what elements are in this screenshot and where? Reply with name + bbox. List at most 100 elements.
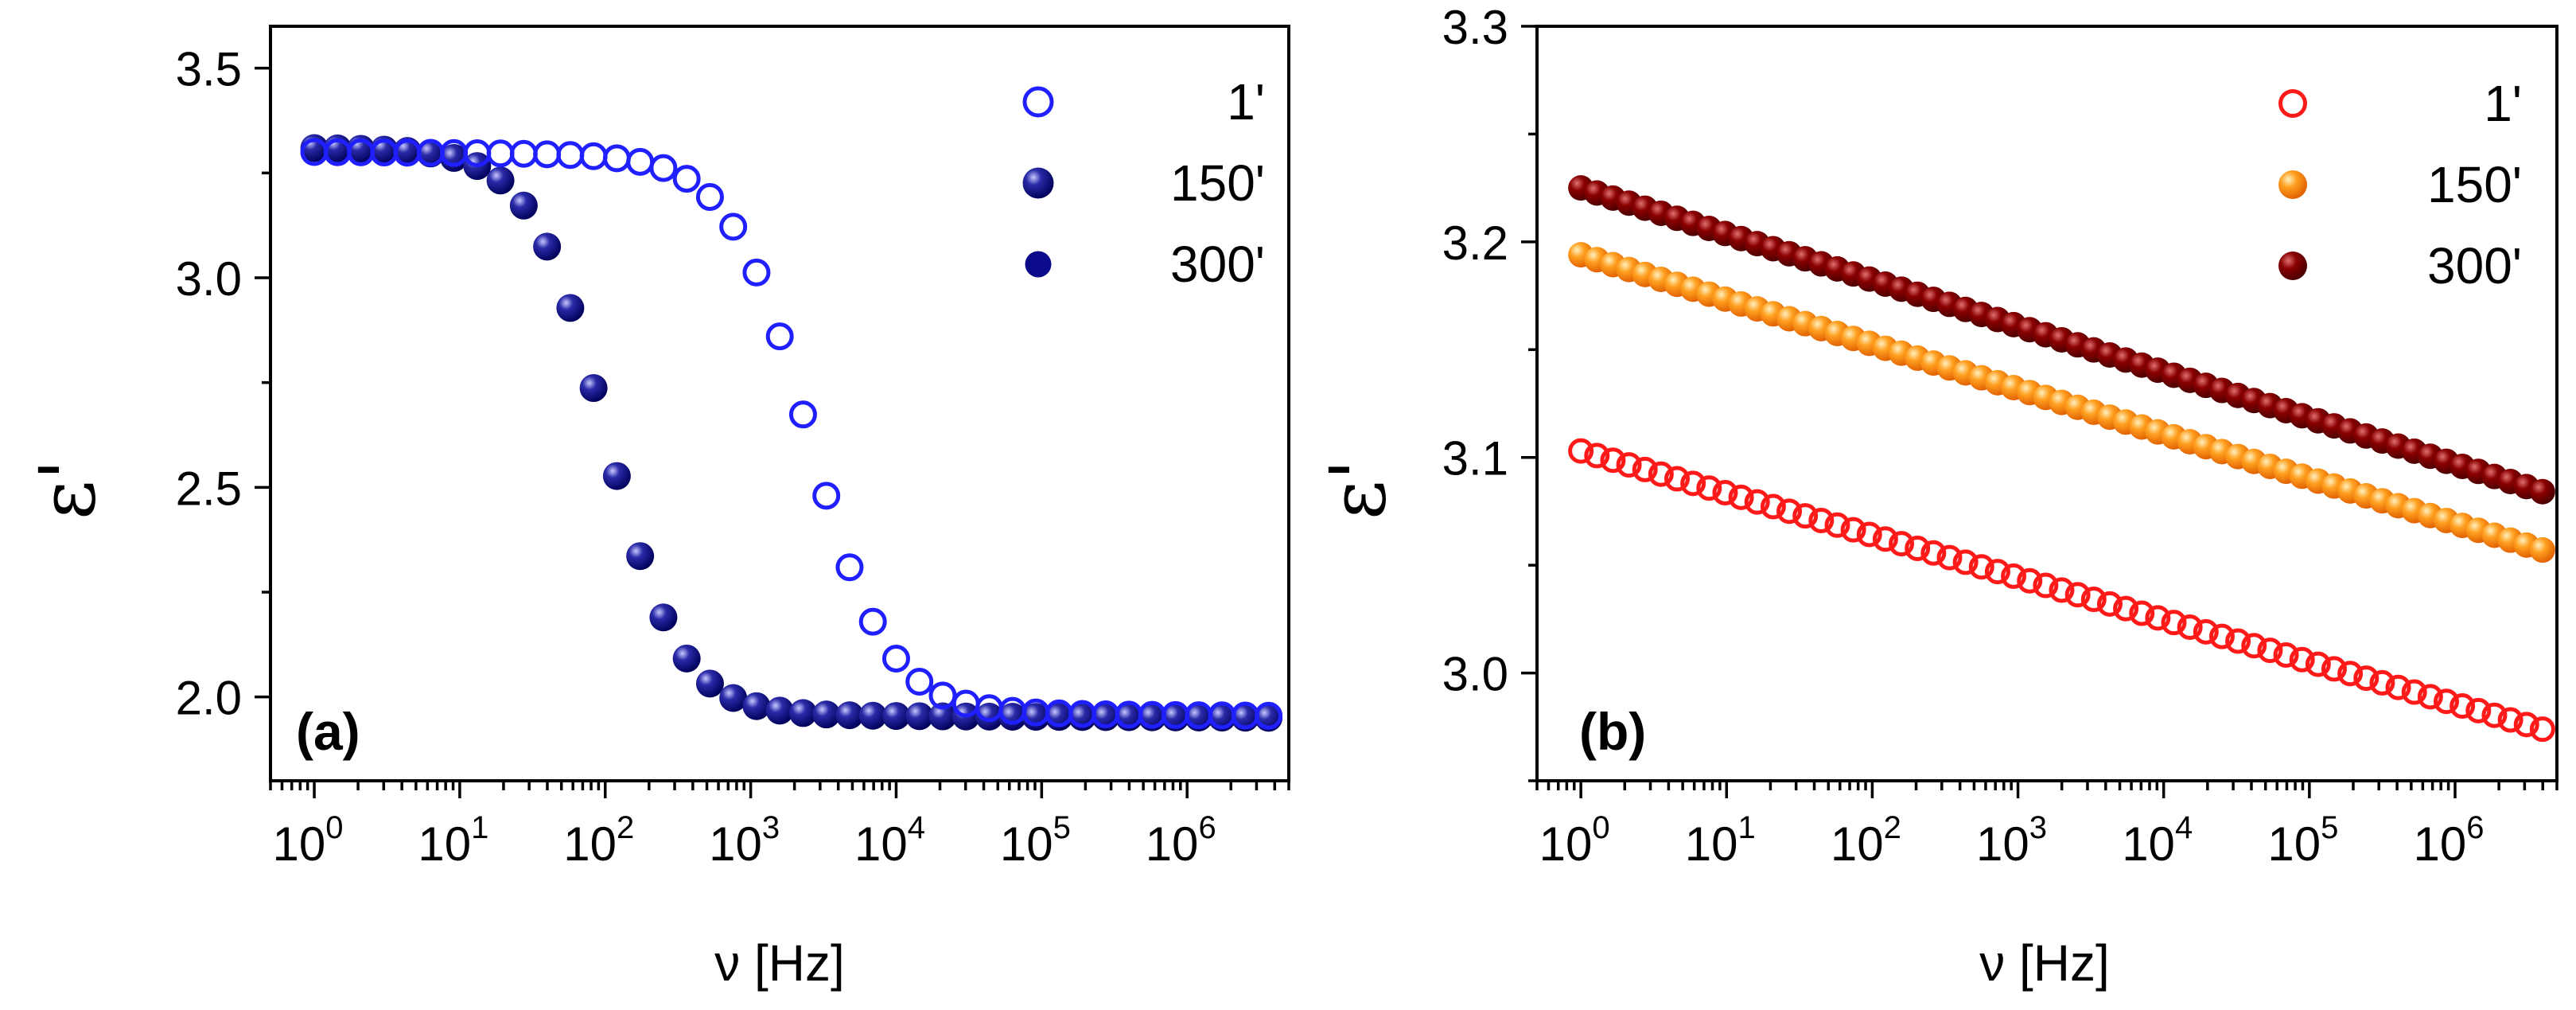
data-point xyxy=(742,258,771,287)
legend-label: 150' xyxy=(1170,154,1265,212)
data-point xyxy=(2257,638,2283,664)
data-point xyxy=(486,139,515,168)
data-point xyxy=(2305,651,2331,677)
data-point xyxy=(672,165,701,193)
data-point xyxy=(1808,507,1835,533)
data-point xyxy=(2193,618,2219,645)
legend-marker xyxy=(1022,86,1054,118)
x-tick-label: 104 xyxy=(854,810,925,871)
x-tick-label: 104 xyxy=(2122,810,2193,871)
data-point xyxy=(509,191,538,220)
data-point xyxy=(2273,641,2299,668)
data-point xyxy=(2417,684,2443,710)
y-axis-label-b: ε' xyxy=(1313,459,1403,520)
data-point xyxy=(626,147,655,176)
y-tick-label: 3.1 xyxy=(1442,432,1508,486)
data-point xyxy=(2241,633,2267,659)
data-point xyxy=(2434,688,2459,715)
data-point xyxy=(556,294,585,322)
data-point xyxy=(905,702,934,731)
series-2 xyxy=(300,134,1283,732)
legend-marker xyxy=(2278,89,2307,118)
x-tick-label: 105 xyxy=(2267,810,2338,871)
data-point xyxy=(2208,623,2235,649)
data-point xyxy=(1968,554,1994,580)
series-3 xyxy=(302,136,1281,727)
data-point xyxy=(579,374,608,403)
data-point xyxy=(1984,559,2010,585)
data-point xyxy=(2529,537,2555,563)
panel-b: 100 101 102 103 104 105 106 3.0 3.1 3.2 3.3 1' 150'… xyxy=(1313,1,2558,992)
data-point xyxy=(1936,544,1963,571)
data-point xyxy=(812,482,841,510)
data-point xyxy=(2017,567,2043,594)
panel-label-b: (b) xyxy=(1579,702,1646,761)
y-tick-label: 3.2 xyxy=(1442,216,1508,270)
x-tick-label: 106 xyxy=(1146,810,1216,871)
plot-frame-b xyxy=(1535,25,2558,782)
legend-marker xyxy=(1025,251,1052,278)
data-point xyxy=(2529,478,2555,505)
data-point xyxy=(812,700,841,729)
legend-label: 300' xyxy=(1170,236,1265,293)
legend-label: 150' xyxy=(2427,156,2522,213)
series-2 xyxy=(1568,242,2555,563)
data-point xyxy=(765,322,794,351)
data-point xyxy=(1696,475,1722,501)
data-point xyxy=(1680,470,1706,497)
y-tick-label: 3.0 xyxy=(176,252,242,306)
plot-frame-a xyxy=(269,25,1290,782)
data-points-b xyxy=(1568,175,2555,743)
data-point xyxy=(1920,540,1947,566)
data-point xyxy=(2001,563,2027,589)
data-point xyxy=(998,702,1027,731)
data-point xyxy=(975,702,1004,731)
legend-label: 1' xyxy=(1227,73,1265,131)
data-point xyxy=(695,182,724,211)
panel-label-a: (a) xyxy=(296,702,360,761)
data-point xyxy=(672,644,701,673)
data-point xyxy=(881,644,910,673)
data-point xyxy=(2401,679,2427,705)
data-point xyxy=(1584,443,1610,469)
data-point xyxy=(1728,484,1754,510)
data-point xyxy=(2064,582,2091,608)
data-point xyxy=(1840,517,1866,543)
data-point xyxy=(1255,701,1283,730)
data-point xyxy=(2113,595,2139,622)
x-tick-label: 103 xyxy=(709,810,780,871)
data-point xyxy=(486,166,515,195)
data-point xyxy=(928,702,957,731)
y-tick-label: 2.5 xyxy=(176,462,242,515)
data-point xyxy=(2369,669,2395,696)
x-tick-label: 101 xyxy=(1685,810,1756,871)
data-point xyxy=(2289,646,2315,673)
data-point xyxy=(2481,702,2508,728)
data-point xyxy=(1792,503,1819,529)
series-1 xyxy=(300,138,1283,730)
x-tick-label: 101 xyxy=(418,810,488,871)
data-point xyxy=(2033,572,2059,599)
data-point xyxy=(2497,707,2523,733)
data-point xyxy=(788,699,817,727)
x-tick-label: 102 xyxy=(563,810,634,871)
data-point xyxy=(1905,535,1931,561)
data-point xyxy=(602,462,631,490)
x-tick-label: 100 xyxy=(1539,810,1610,871)
legend-marker xyxy=(2278,252,2307,280)
y-tick-label: 2.0 xyxy=(176,672,242,725)
data-point xyxy=(1760,493,1786,520)
data-point xyxy=(835,553,864,582)
legend-marker xyxy=(2278,170,2307,199)
x-axis-label-a: ν [Hz] xyxy=(714,934,845,992)
x-tick-label: 102 xyxy=(1831,810,1901,871)
data-point xyxy=(2145,605,2171,631)
data-point xyxy=(649,603,678,632)
data-point xyxy=(2080,587,2107,613)
data-point xyxy=(835,701,864,730)
data-point xyxy=(719,684,748,712)
data-point xyxy=(695,669,724,698)
panel-a: 100 101 102 103 104 105 106 2.0 2.5 3.0 3.5 1' 150'… xyxy=(23,25,1290,992)
data-point xyxy=(1712,480,1738,506)
x-tick-label: 100 xyxy=(273,810,344,871)
